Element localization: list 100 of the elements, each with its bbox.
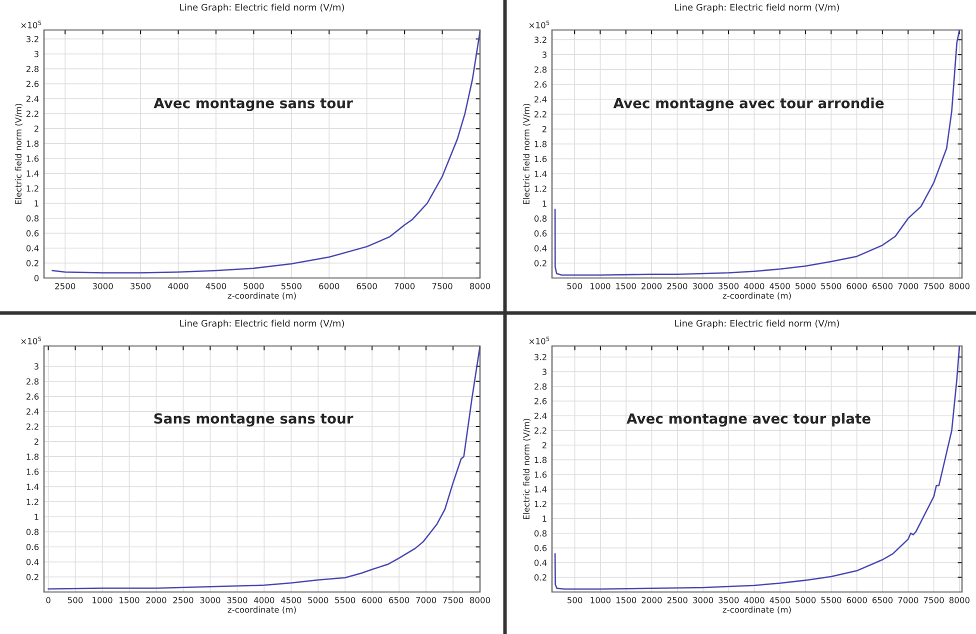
- y-tick-label: 1: [34, 200, 38, 206]
- x-tick-label: 3500: [718, 597, 739, 604]
- y-tick-label: 2.4: [534, 96, 547, 102]
- x-axis-title: z-coordinate (m): [722, 292, 791, 300]
- x-tick-label: 1000: [590, 597, 611, 604]
- y-tick-label: 0.2: [534, 260, 546, 266]
- text: ×10$^{5}$: [529, 336, 550, 344]
- x-tick-label: 3000: [92, 283, 113, 290]
- x-tick-label: 8000: [949, 597, 970, 604]
- y-tick-label: 2.6: [534, 398, 547, 404]
- y-tick-label: 1: [542, 516, 546, 522]
- x-tick-label: 1500: [616, 283, 636, 290]
- y-tick-label: 1.2: [26, 498, 38, 505]
- x-tick-label: 4000: [254, 597, 274, 604]
- y-tick-label: 3: [34, 50, 38, 58]
- x-tick-label: 4000: [168, 283, 188, 290]
- y-tick-label: 0.6: [534, 544, 547, 552]
- x-tick-label: 4000: [744, 283, 764, 290]
- x-axis-title: z-coordinate (m): [722, 606, 791, 614]
- line-series: [554, 30, 960, 276]
- y-tick-label: 1.8: [26, 454, 39, 460]
- x-tick-label: 2000: [642, 283, 662, 290]
- x-tick-label: 7000: [416, 597, 436, 604]
- x-tick-label: 6500: [872, 597, 893, 604]
- y-tick-label: 2.2: [534, 427, 546, 434]
- y-tick-label: 3.2: [534, 36, 546, 43]
- y-tick-label: 1.4: [26, 484, 39, 490]
- x-tick-label: 5000: [796, 597, 816, 604]
- x-tick-label: 6500: [356, 283, 377, 290]
- x-tick-label: 500: [567, 283, 582, 290]
- x-tick-label: 6500: [389, 597, 410, 604]
- x-tick-label: 2500: [55, 283, 76, 290]
- x-tick-label: 1500: [616, 597, 636, 604]
- x-tick-label: 500: [568, 597, 582, 604]
- x-tick-label: 3500: [718, 283, 739, 290]
- x-tick-label: 7000: [898, 597, 918, 604]
- x-tick-label: 5000: [244, 283, 264, 290]
- y-tick-label: 1: [542, 200, 546, 207]
- text: ×10$^{5}$: [21, 20, 42, 28]
- line-series: [554, 346, 960, 590]
- y-tick-label: 2.6: [534, 81, 547, 88]
- y-tick-label: 2.8: [26, 66, 39, 72]
- y-tick-label: 0.8: [534, 530, 547, 537]
- chart-title: Line Graph: Electric field norm (V/m): [180, 320, 344, 328]
- x-tick-label: 5500: [281, 283, 302, 290]
- chart-title: Line Graph: Electric field norm (V/m): [675, 4, 839, 12]
- y-tick-label: 2.4: [26, 408, 39, 415]
- annotation: Avec montagne avec tour plate: [626, 413, 870, 427]
- y-tick-label: 1.6: [534, 156, 547, 162]
- x-tick-label: 5000: [308, 597, 328, 604]
- y-tick-label: 1.8: [26, 140, 39, 147]
- x-tick-label: 4500: [770, 283, 790, 290]
- chart-title: Line Graph: Electric field norm (V/m): [180, 4, 344, 12]
- y-tick-label: 0.4: [26, 245, 39, 252]
- y-tick-label: 1.2: [26, 185, 38, 192]
- x-tick-label: 7500: [924, 597, 944, 604]
- y-tick-label: 1.8: [534, 456, 547, 464]
- y-tick-label: 0.2: [534, 574, 546, 581]
- y-tick-label: 1.8: [534, 140, 547, 148]
- x-axis-title: z-coordinate (m): [228, 606, 296, 614]
- x-tick-label: 6000: [319, 283, 340, 290]
- y-tick-label: 2: [34, 126, 38, 132]
- y-tick-label: 0.6: [26, 544, 39, 550]
- y-tick-label: 0.8: [26, 215, 39, 222]
- y-tick-label: 0.8: [26, 528, 39, 536]
- y-tick-label: 0: [34, 274, 39, 282]
- y-tick-label: 3: [542, 368, 546, 375]
- x-tick-label: 0: [46, 597, 50, 604]
- y-tick-label: 0.4: [26, 558, 39, 566]
- text: ×10$^{5}$: [529, 20, 550, 28]
- y-tick-label: 2.4: [26, 96, 39, 102]
- x-tick-label: 3000: [200, 597, 220, 604]
- y-tick-label: 0.2: [26, 260, 38, 266]
- x-tick-label: 7500: [432, 283, 452, 290]
- y-tick-label: 2: [34, 438, 38, 445]
- y-tick-label: 2.4: [534, 412, 547, 419]
- y-tick-label: 0.4: [534, 245, 547, 252]
- x-tick-label: 6000: [362, 597, 382, 604]
- x-tick-label: 1000: [92, 597, 112, 604]
- x-tick-label: 5500: [821, 597, 842, 604]
- x-tick-label: 5500: [821, 283, 842, 290]
- y-tick-label: 2: [542, 442, 546, 448]
- x-tick-label: 7500: [443, 597, 464, 604]
- y-axis-title: Electric field norm (V/m): [523, 418, 530, 520]
- y-tick-label: 1.4: [534, 486, 547, 492]
- y-tick-label: 3.2: [534, 354, 546, 360]
- x-tick-label: 2500: [667, 597, 688, 604]
- y-tick-label: 0.6: [534, 230, 547, 237]
- y-tick-label: 1: [34, 514, 38, 520]
- x-tick-label: 4500: [280, 597, 302, 604]
- y-tick-label: 1.6: [534, 471, 547, 478]
- annotation: Avec montagne sans tour: [154, 98, 353, 112]
- x-tick-label: 8000: [470, 597, 490, 604]
- annotation: Avec montagne avec tour arrondie: [613, 98, 884, 112]
- y-tick-label: 3.2: [26, 36, 38, 42]
- y-tick-label: 2.2: [26, 423, 38, 430]
- x-tick-label: 2000: [146, 597, 166, 604]
- y-tick-label: 0.6: [26, 230, 39, 236]
- line-series: [52, 30, 480, 274]
- y-tick-label: 2.8: [534, 66, 547, 73]
